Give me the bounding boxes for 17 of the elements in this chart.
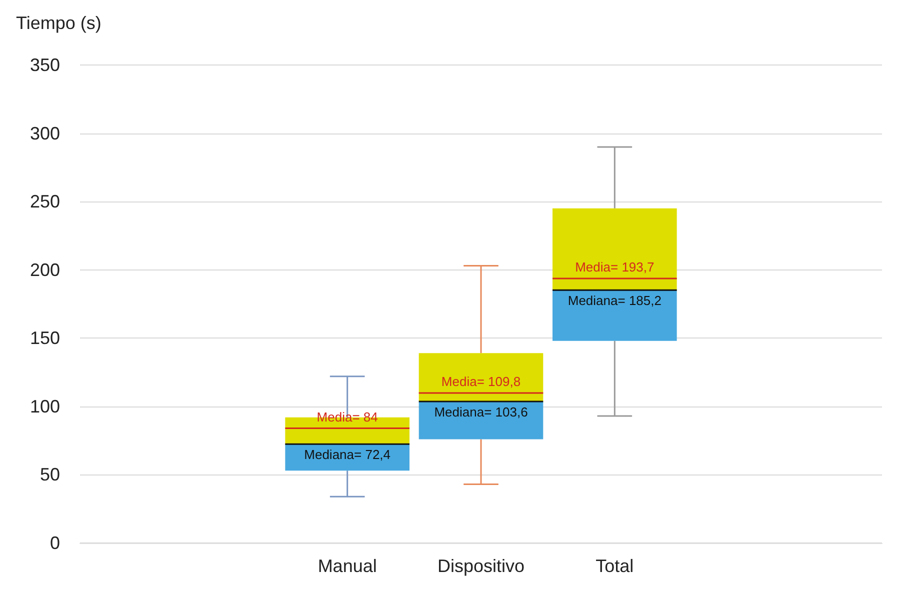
y-tick-label: 100 — [30, 396, 60, 416]
y-tick-label: 250 — [30, 192, 60, 212]
y-tick-label: 200 — [30, 260, 60, 280]
annotation: Mediana= 103,6 — [434, 404, 528, 420]
x-tick-label: Dispositivo — [437, 556, 525, 576]
y-tick-label: 50 — [40, 464, 60, 485]
y-tick-label: 150 — [30, 328, 60, 348]
annotation: Media= 109,8 — [441, 374, 521, 390]
y-tick-label: 0 — [50, 533, 60, 553]
y-tick-label: 350 — [30, 55, 60, 75]
x-tick-label: Manual — [318, 556, 377, 576]
annotation: Mediana= 185,2 — [568, 293, 662, 308]
x-tick-label: Total — [596, 556, 634, 576]
annotation: Media= 193,7 — [575, 259, 654, 274]
y-axis-title: Tiempo (s) — [16, 13, 102, 33]
annotation: Mediana= 72,4 — [304, 447, 391, 462]
y-tick-label: 300 — [30, 123, 60, 144]
